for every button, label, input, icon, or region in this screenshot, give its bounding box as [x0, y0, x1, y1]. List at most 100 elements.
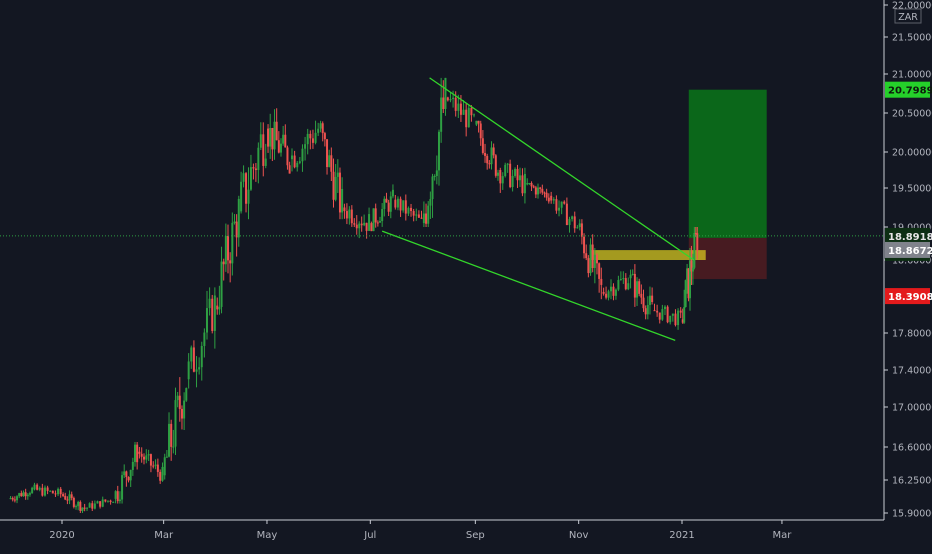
candle-body [631, 273, 634, 275]
candle-body [610, 286, 613, 292]
y-tick-label: 19.50000 [892, 184, 932, 195]
candle-body [79, 501, 82, 511]
candle-body [231, 222, 234, 264]
x-tick-label: 2021 [669, 530, 694, 541]
candle-body [224, 236, 227, 265]
candle-body [288, 165, 291, 174]
candle-body [49, 490, 52, 492]
candle-body [591, 244, 594, 268]
candle-body [328, 155, 331, 167]
candle-body [20, 493, 23, 497]
candle-body [653, 310, 656, 312]
candle-body [396, 198, 399, 208]
candle-body [242, 173, 245, 182]
candle-body [138, 451, 141, 454]
candle-body [528, 183, 531, 185]
candle-body [617, 280, 620, 290]
candle-body [86, 507, 89, 509]
candle-body [638, 281, 641, 294]
candle-body [399, 198, 402, 211]
candle-body [494, 155, 497, 176]
candle-body [372, 208, 375, 232]
candle-body [273, 121, 276, 150]
candle-body [486, 155, 489, 164]
candle-body [511, 175, 514, 188]
stop-price-tag-label: 18.39083 [888, 292, 932, 303]
candle-body [555, 199, 558, 211]
x-tick-label: 2020 [49, 530, 74, 541]
candle-body [691, 267, 694, 272]
candle-body [379, 221, 382, 223]
candle-body [563, 201, 566, 204]
candle-body [391, 189, 394, 197]
candle-body [26, 494, 29, 497]
candle-body [233, 221, 236, 223]
candle-body [545, 192, 548, 198]
candle-body [183, 400, 186, 419]
candle-body [598, 263, 601, 279]
candle-body [370, 223, 373, 232]
candle-body [504, 164, 507, 177]
candle-body [62, 494, 65, 496]
support-zone [590, 250, 706, 260]
candle-body [452, 97, 455, 99]
candle-body [671, 313, 674, 316]
candle-body [644, 308, 647, 315]
candle-body [429, 199, 432, 206]
candle-body [33, 484, 36, 490]
candle-body [298, 161, 301, 163]
candle-body [31, 487, 34, 494]
candle-body [208, 298, 211, 309]
candle-body [593, 254, 596, 268]
candle-body [317, 128, 320, 133]
candle-body [627, 283, 630, 290]
candle-body [24, 492, 27, 497]
candle-body [600, 278, 603, 285]
candle-body [152, 465, 155, 467]
candle-body [679, 310, 682, 313]
candle-body [622, 278, 625, 280]
candle-body [88, 503, 91, 508]
candle-body [205, 308, 208, 333]
candle-body [477, 120, 480, 124]
candle-body [552, 199, 555, 201]
candle-body [624, 278, 627, 290]
candle-body [77, 501, 80, 507]
candle-body [200, 345, 203, 368]
candle-body [116, 491, 119, 502]
y-tick-label: 17.00000 [892, 403, 932, 414]
candle-body [293, 155, 296, 168]
candle-body [407, 207, 410, 214]
candle-body [314, 132, 317, 143]
candle-body [216, 305, 219, 310]
candle-body [454, 97, 457, 111]
candle-body [59, 488, 62, 495]
candle-body [602, 291, 605, 294]
candle-body [683, 307, 686, 323]
candle-body [661, 309, 664, 320]
candle-body [693, 233, 696, 268]
candle-body [237, 198, 240, 238]
candle-body [64, 495, 67, 500]
candle-body [218, 306, 221, 310]
last-price-tag [885, 227, 930, 244]
candle-body [145, 455, 148, 460]
candle-body [129, 469, 132, 481]
candle-body [306, 133, 309, 145]
candle-body [417, 214, 420, 218]
candle-body [336, 172, 339, 177]
candle-body [187, 361, 190, 380]
x-tick-label: Jul [363, 530, 376, 541]
candle-body [595, 254, 598, 264]
candle-body [180, 408, 183, 419]
candle-body [465, 109, 468, 128]
candle-body [389, 196, 392, 212]
candle-body [646, 304, 649, 315]
candle-body [257, 147, 260, 171]
candle-body [338, 172, 341, 213]
candle-body [576, 227, 579, 229]
candle-body [499, 170, 502, 184]
